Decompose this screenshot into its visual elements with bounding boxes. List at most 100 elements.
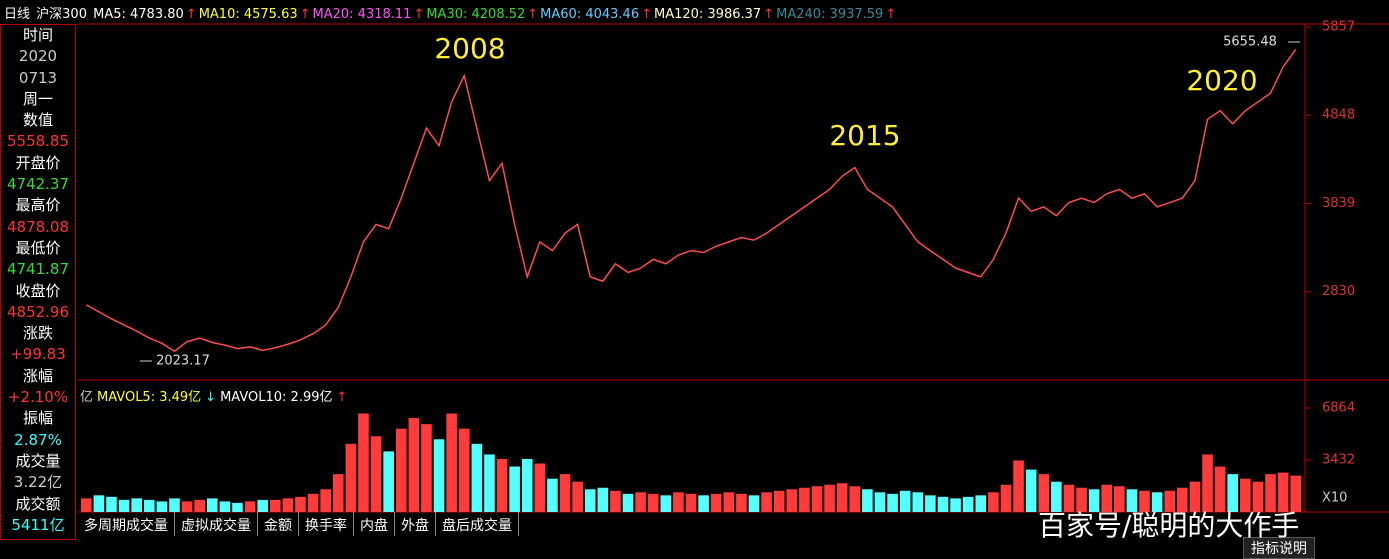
y-tick-label: 2830 (1322, 284, 1355, 299)
info-row: 最高价 (15, 196, 61, 215)
volume-bar (660, 495, 672, 512)
volume-bar (597, 487, 609, 512)
annotation: 2020 (1186, 64, 1257, 97)
volume-bar (1265, 474, 1276, 512)
indicator-arrow: ↑ (885, 7, 897, 22)
tab[interactable]: 外盘 (395, 512, 436, 536)
y-tick-label: 4848 (1322, 108, 1355, 123)
volume-bar (673, 492, 684, 512)
unit-label: X10 (1322, 491, 1347, 506)
info-row: 开盘价 (15, 153, 61, 172)
info-row: 最低价 (15, 238, 61, 257)
volume-bar (421, 424, 432, 512)
volume-bar (433, 439, 445, 512)
volume-indicator: MAVOL10: 2.99亿 (220, 390, 333, 405)
volume-bar (887, 493, 898, 512)
volume-bar (282, 498, 294, 512)
volume-bar (496, 458, 508, 512)
info-row: 4741.87 (6, 260, 70, 279)
tab[interactable]: 内盘 (354, 512, 395, 536)
indicator: MA5: 4783.80 (93, 7, 184, 22)
volume-bar (345, 443, 357, 512)
tab[interactable]: 金额 (258, 512, 299, 536)
indicator: MA10: 4575.63 (198, 7, 298, 22)
annotation: 2008 (434, 32, 505, 65)
volume-bar (93, 495, 105, 512)
annotation: 2015 (829, 119, 900, 152)
volume-bar (257, 499, 268, 512)
volume-bar (1063, 484, 1075, 512)
info-row: 2020 (18, 47, 58, 66)
volume-bar (988, 492, 999, 512)
period: 日线 (4, 7, 31, 22)
info-row: 涨幅 (22, 366, 53, 385)
info-row: 成交量 (15, 451, 61, 470)
volume-bar (559, 474, 571, 512)
volume-bar (799, 487, 810, 512)
volume-bar (723, 492, 735, 512)
volume-bar (962, 496, 974, 512)
volume-bar (1000, 484, 1012, 512)
info-row: 0713 (18, 68, 58, 87)
volume-bar (156, 501, 168, 512)
volume-indicator: ↑ (336, 390, 348, 405)
indicator: MA120: 3986.37 (654, 7, 762, 22)
volume-bar (647, 493, 659, 512)
info-row: +2.10% (7, 388, 69, 407)
tab[interactable]: 虚拟成交量 (175, 512, 258, 536)
volume-bar (1164, 490, 1176, 512)
tab[interactable]: 换手率 (299, 512, 354, 536)
volume-bar (773, 490, 785, 512)
info-row: 3.22亿 (13, 473, 63, 492)
volume-bar (1240, 478, 1251, 512)
volume-bar (836, 483, 848, 512)
volume-bar (320, 489, 331, 512)
indicator-arrow: ↑ (763, 7, 775, 22)
volume-bar (1189, 481, 1201, 512)
info-row: 4878.08 (6, 217, 70, 236)
y-tick-label: 5857 (1322, 19, 1355, 34)
volume-bar (862, 489, 873, 512)
volume-bar (206, 498, 218, 512)
volume-bar (383, 451, 394, 512)
volume-bar (1252, 481, 1264, 512)
volume-bar (484, 454, 495, 512)
header: 日线 沪深300 MA5: 4783.80 ↑ MA10: 4575.63 ↑ MA20… (4, 3, 898, 22)
volume-bar (874, 492, 886, 512)
volume-bar (572, 481, 583, 512)
indicator-arrow: ↑ (185, 7, 197, 22)
volume-bar (169, 498, 180, 512)
volume-bar (509, 466, 520, 512)
volume-bar (332, 474, 344, 512)
indicator: MA60: 4043.46 (540, 7, 640, 22)
volume-bar (698, 495, 709, 512)
volume-bar (1013, 460, 1024, 512)
volume-bar (1214, 466, 1226, 512)
info-row: 时间 (22, 26, 53, 44)
price-line (85, 49, 1297, 353)
volume-bar (1290, 475, 1301, 512)
volume-bar (1126, 489, 1138, 512)
volume-bar (244, 501, 256, 512)
watermark: 百家号/聪明的大作手 (1038, 509, 1300, 542)
volume-bar (1038, 474, 1050, 512)
info-panel: 时间 2020 0713 周一 数值 5558.85 开盘价 4742.37 最高价 4878.0… (0, 24, 76, 540)
volume-bar (811, 486, 823, 512)
volume-bar (610, 490, 621, 512)
volume-bar (1101, 484, 1113, 512)
volume-bar (635, 492, 646, 512)
volume-bar (1277, 472, 1289, 512)
indicator: MA240: 3937.59 (776, 7, 884, 22)
tab[interactable]: 盘后成交量 (436, 512, 519, 536)
volume-bar (1177, 487, 1188, 512)
info-row: 4852.96 (6, 302, 70, 321)
volume-bar (1076, 487, 1087, 512)
tab[interactable]: 多周期成交量 (78, 512, 175, 536)
volume-bar (534, 463, 546, 512)
volume-bar (446, 413, 457, 512)
volume-bar (521, 458, 533, 512)
volume-indicator: MAVOL5: 3.49亿 (97, 390, 202, 405)
volume-bar (824, 484, 835, 512)
